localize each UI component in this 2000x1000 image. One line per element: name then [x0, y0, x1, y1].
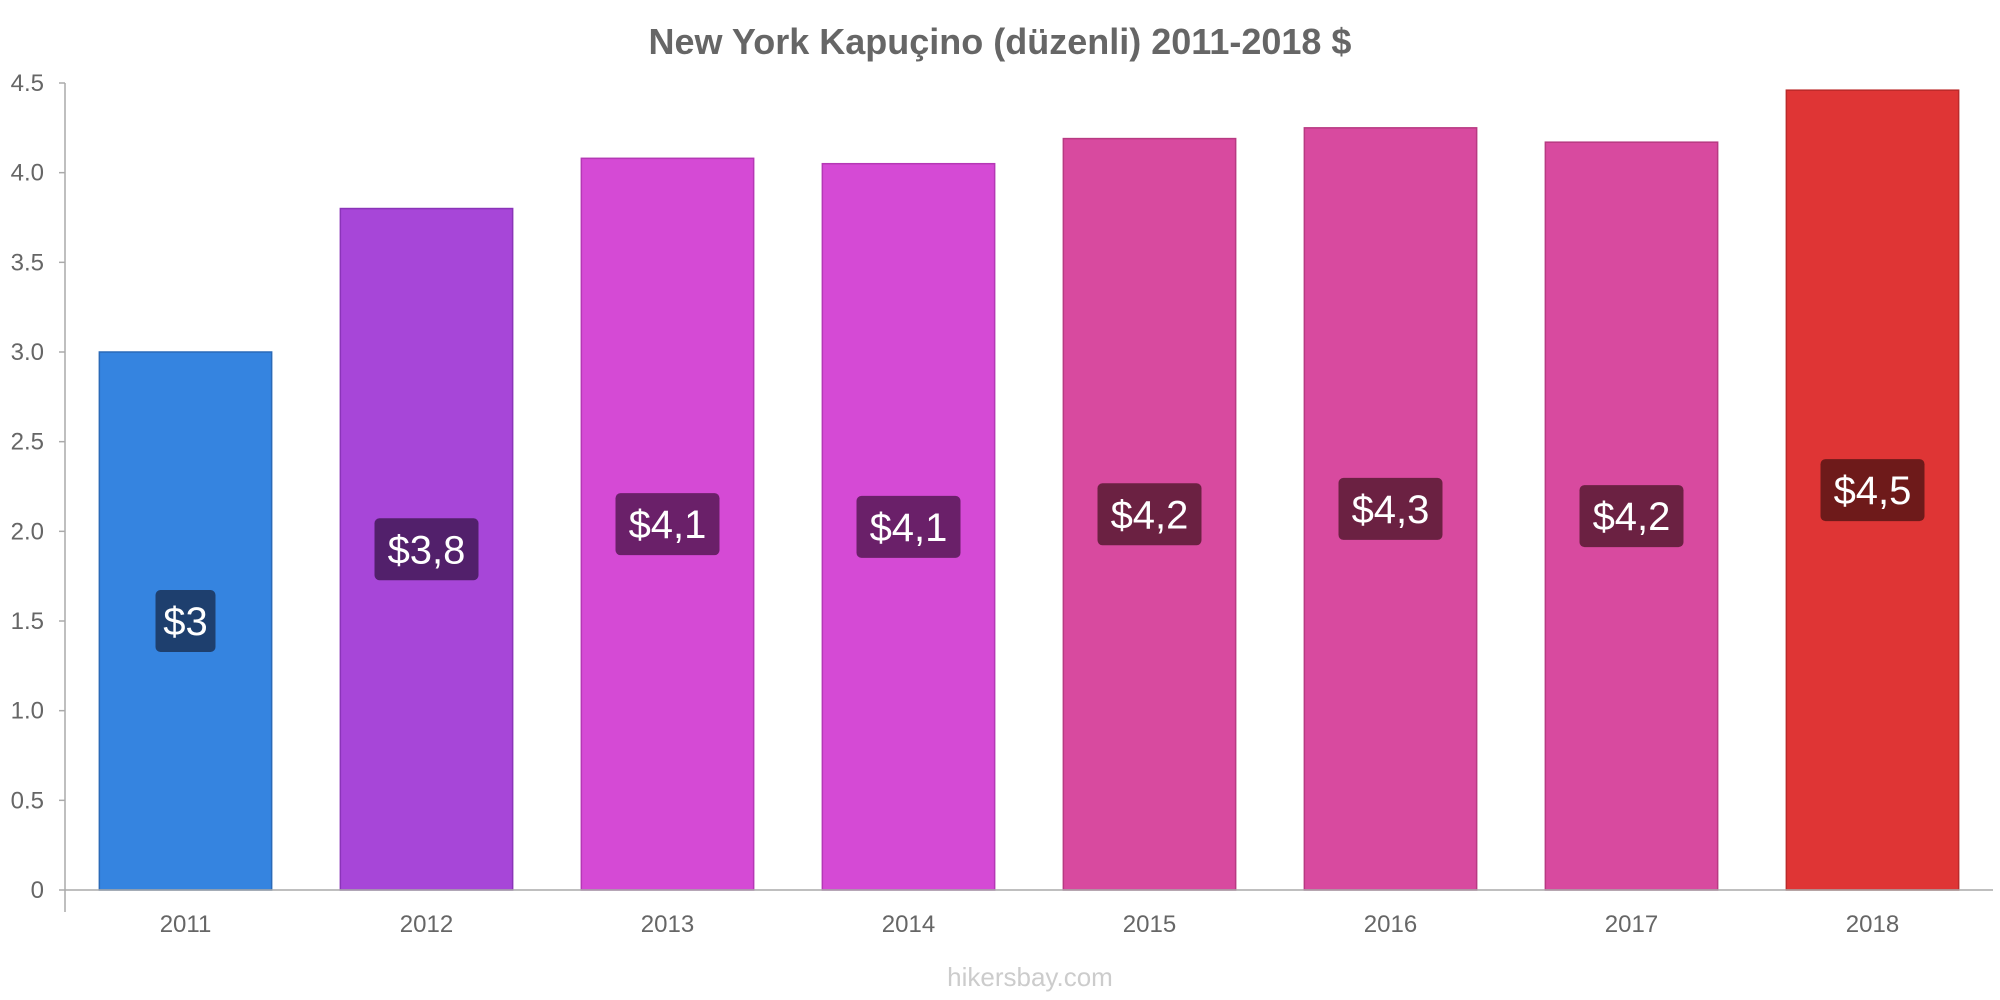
value-label-box — [1097, 483, 1202, 546]
y-tick-label: 2.5 — [11, 429, 44, 456]
y-tick-label: 4.5 — [11, 70, 44, 97]
x-tick-label: 2012 — [400, 911, 453, 938]
value-label-2013: $4,1 — [629, 503, 707, 547]
watermark: hikersbay.com — [947, 962, 1113, 992]
value-label-box — [856, 495, 961, 558]
y-tick-label: 4.0 — [11, 160, 44, 187]
value-label-box — [615, 493, 720, 556]
x-axis-ticks: 2011 2012 2013 2014 2015 2016 2017 2018 — [160, 911, 1900, 938]
value-label-2015: $4,2 — [1111, 493, 1189, 537]
y-tick-label: 2.0 — [11, 518, 44, 545]
value-label-box — [1820, 459, 1925, 522]
value-label-2016: $4,3 — [1352, 488, 1430, 532]
y-tick-label: 1.5 — [11, 608, 44, 635]
y-tick-label: 3.5 — [11, 249, 44, 276]
y-axis-ticks: 0 0.5 1.0 1.5 2.0 2.5 3.0 3.5 4.0 4.5 — [11, 70, 65, 904]
x-tick-label: 2017 — [1605, 911, 1658, 938]
x-tick-label: 2014 — [882, 911, 935, 938]
y-tick-label: 0 — [31, 877, 44, 904]
value-label-box — [155, 590, 216, 652]
x-tick-label: 2016 — [1364, 911, 1417, 938]
value-label-box — [374, 518, 479, 581]
value-label-2011: $3 — [163, 600, 208, 644]
axes — [64, 83, 1993, 912]
x-tick-label: 2015 — [1123, 911, 1176, 938]
value-label-2014: $4,1 — [870, 506, 948, 550]
value-label-2018: $4,5 — [1834, 469, 1912, 513]
y-tick-label: 3.0 — [11, 339, 44, 366]
chart-title: New York Kapuçino (düzenli) 2011-2018 $ — [649, 21, 1352, 62]
value-label-box — [1338, 477, 1443, 540]
y-tick-label: 0.5 — [11, 787, 44, 814]
value-labels: $3 $3,8 $4,1 $4,1 $4,2 $4,3 $4,2 $4,5 — [155, 459, 1925, 652]
x-tick-label: 2011 — [160, 911, 212, 938]
value-label-2017: $4,2 — [1593, 495, 1671, 539]
y-tick-label: 1.0 — [11, 698, 44, 725]
value-label-2012: $3,8 — [388, 528, 466, 572]
x-tick-label: 2013 — [641, 911, 694, 938]
x-tick-label: 2018 — [1846, 911, 1899, 938]
value-label-box — [1579, 485, 1684, 548]
